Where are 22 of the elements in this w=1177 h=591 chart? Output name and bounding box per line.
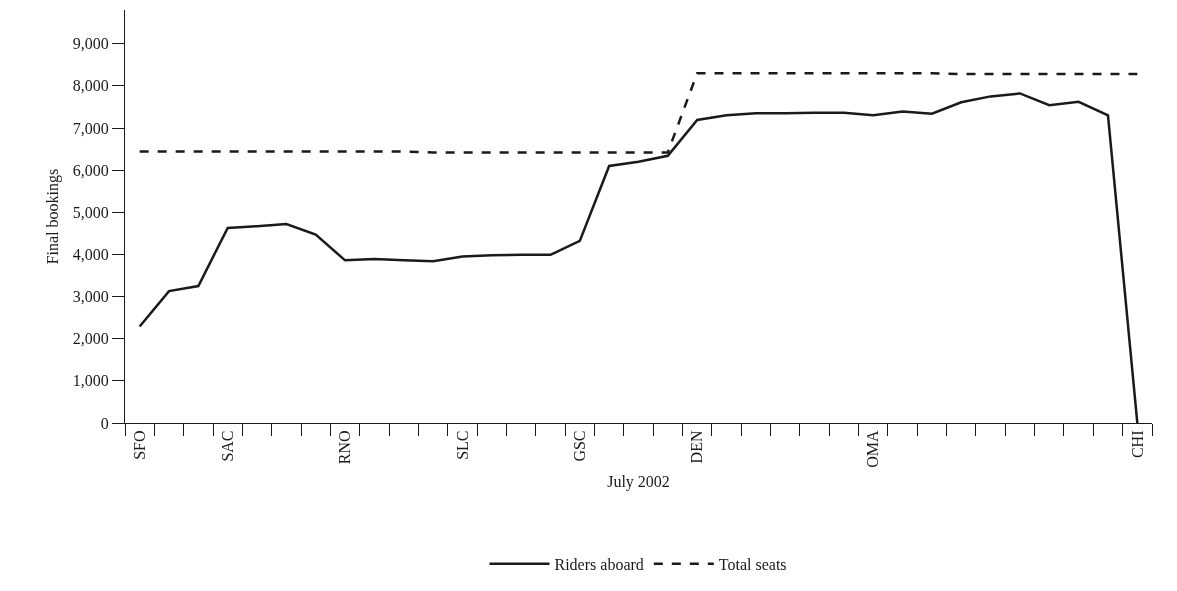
x-tick-label: SAC [218,430,236,462]
y-tick-label: 8,000 [72,77,109,95]
x-tick-label: RNO [336,430,354,465]
y-tick-label: 2,000 [72,330,109,348]
y-tick-label: 7,000 [72,119,109,137]
x-tick-label: SLC [453,430,471,460]
legend-label: Riders aboard [554,556,644,574]
y-tick-label: 4,000 [72,246,109,264]
y-tick-label: 6,000 [72,161,109,179]
y-tick-label: 0 [100,414,109,432]
x-tick-label: GSC [571,430,589,462]
y-tick-label: 9,000 [72,35,109,53]
x-tick-label: CHI [1128,430,1146,459]
x-tick-label: OMA [864,430,882,468]
y-tick-label: 5,000 [72,203,109,221]
legend-label: Total seats [718,556,787,574]
y-tick-label: 1,000 [72,372,109,390]
y-axis-title: Final bookings [43,168,62,265]
x-tick-label: SFO [130,430,148,460]
y-tick-label: 3,000 [72,288,109,306]
x-axis-title: July 2002 [607,472,670,491]
x-tick-label: DEN [688,430,706,464]
